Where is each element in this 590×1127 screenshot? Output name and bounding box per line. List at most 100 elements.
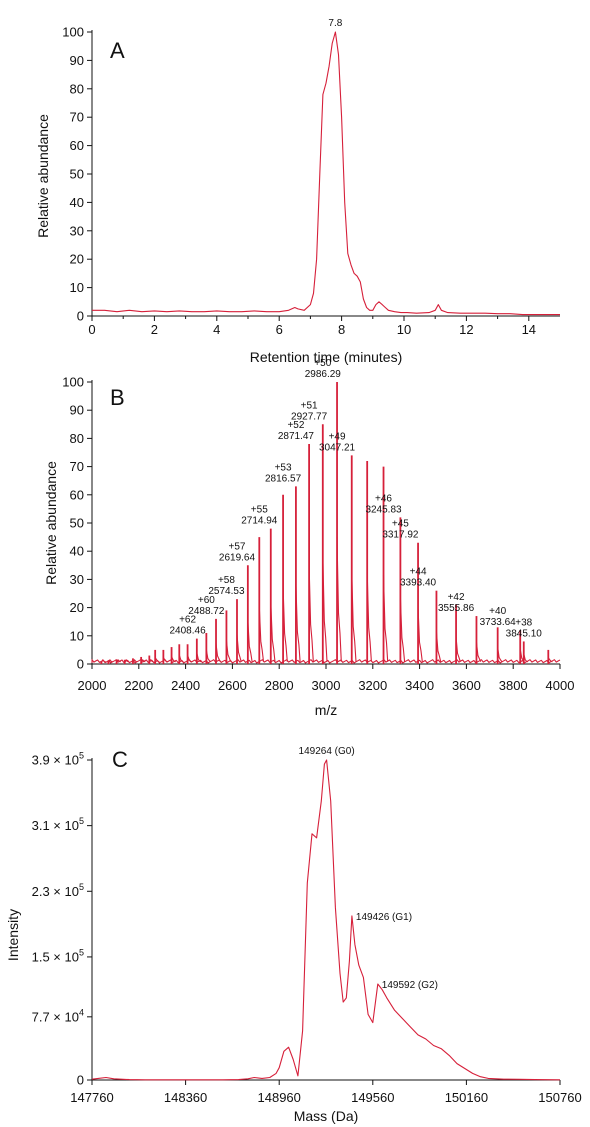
panel-b-peak-envelope	[171, 656, 176, 663]
panel-b-peak-envelope	[205, 649, 211, 663]
panel-b-charge-label: +52	[287, 420, 304, 431]
panel-a-x-tick-label: 4	[213, 322, 220, 337]
panel-b-x-tick-label: 3800	[499, 678, 528, 693]
panel-b-y-tick-label: 100	[62, 375, 84, 390]
panel-c-y-axis-title: Intensity	[5, 909, 21, 961]
panel-b-charge-label: +40	[489, 606, 506, 617]
panel-a-x-axis-title: Retention time (minutes)	[250, 349, 403, 365]
panel-b-peak-envelope	[236, 634, 242, 662]
panel-b-baseline-noise	[91, 659, 561, 664]
panel-b-charge-label: +44	[410, 567, 427, 578]
panel-c-peak-label: 149426 (G1)	[356, 912, 412, 923]
panel-a-y-axis-title: Relative abundance	[35, 114, 51, 238]
panel-b-peak-envelope	[382, 575, 389, 662]
panel-b-x-tick-label: 2600	[218, 678, 247, 693]
panel-a-y-tick-label: 90	[70, 53, 84, 68]
panel-a-x-tick-label: 8	[338, 322, 345, 337]
panel-b-peak-envelope	[225, 639, 232, 662]
panel-b-mz-label: 2871.47	[278, 431, 315, 442]
panel-a-trace-line	[92, 31, 560, 316]
panel-c-deconvoluted-mass: C Intensity Mass (Da) 147760 148360 148960…	[5, 746, 582, 1124]
panel-a-peak-label: 7.8	[328, 18, 342, 29]
panel-b-peak-envelope	[140, 659, 146, 663]
panel-a-y-tick-label: 60	[70, 138, 84, 153]
panel-b-mz-label: 3393.40	[400, 578, 437, 589]
panel-b-y-tick-label: 20	[70, 600, 84, 615]
panel-a-x-tick-label: 14	[522, 322, 536, 337]
panel-b-mz-label: 2714.94	[241, 516, 278, 527]
panel-c-x-tick-label: 150160	[445, 1090, 488, 1105]
panel-b-peak-envelope	[282, 587, 288, 662]
panel-b-peak-envelope	[295, 584, 301, 662]
panel-b-charge-label: +60	[198, 595, 215, 606]
panel-c-x-tick-label: 150760	[538, 1090, 581, 1105]
panel-a-y-tick-label: 80	[70, 81, 84, 96]
panel-b-peak-envelope	[270, 603, 276, 662]
panel-b-x-tick-label: 2800	[265, 678, 294, 693]
panel-b-charge-label: +62	[179, 615, 196, 626]
panel-a-y-tick-label: 50	[70, 167, 84, 182]
panel-b-peak-envelope	[308, 564, 314, 662]
panel-c-y-tick-label: 1.5 × 105	[32, 947, 84, 964]
panel-b-mz-label: 2927.77	[291, 411, 328, 422]
panel-b-y-tick-label: 70	[70, 459, 84, 474]
panel-c-y-tick-label: 7.7 × 104	[32, 1007, 84, 1024]
panel-b-charge-label: +42	[448, 592, 465, 603]
panel-b-x-tick-label: 2200	[124, 678, 153, 693]
panel-b-peak-envelope	[366, 572, 372, 662]
panel-b-y-tick-label: 90	[70, 403, 84, 418]
panel-b-peak-envelope	[196, 652, 202, 663]
panel-c-x-tick-label: 147760	[70, 1090, 113, 1105]
panel-b-x-tick-label: 4000	[546, 678, 575, 693]
panel-b-x-tick-label: 3600	[452, 678, 481, 693]
panel-b-y-tick-label: 30	[70, 572, 84, 587]
panel-b-y-tick-label: 80	[70, 431, 84, 446]
panel-c-x-tick-label: 148960	[258, 1090, 301, 1105]
panel-b-mz-label: 3047.21	[319, 442, 356, 453]
panel-b-y-tick-label: 50	[70, 516, 84, 531]
panel-a-y-tick-label: 20	[70, 252, 84, 267]
panel-b-x-axis-title: m/z	[315, 702, 338, 718]
panel-b-peak-envelope	[247, 619, 253, 662]
panel-c-peak-label: 149592 (G2)	[382, 980, 438, 991]
panel-b-charge-label: +49	[329, 431, 346, 442]
panel-b-mass-spectrum: B Relative abundance m/z 2000 2200 2400 260…	[43, 358, 574, 718]
panel-a-y-tick-label: 30	[70, 223, 84, 238]
panel-c-x-tick-label: 148360	[164, 1090, 207, 1105]
panel-b-x-tick-label: 2000	[78, 678, 107, 693]
panel-b-mz-label: 2488.72	[188, 606, 225, 617]
panel-b-mz-label: 3555.86	[438, 603, 475, 614]
panel-b-charge-label: +57	[229, 541, 246, 552]
panel-c-peak-label: 149264 (G0)	[299, 746, 355, 757]
panel-c-label: C	[112, 747, 128, 772]
panel-a-y-tick-label: 0	[77, 309, 84, 324]
panel-a-x-tick-label: 12	[459, 322, 473, 337]
panel-b-x-tick-label: 3400	[405, 678, 434, 693]
panel-c-trace-line	[91, 759, 561, 1081]
panel-b-mz-label: 2574.53	[208, 586, 245, 597]
panel-b-charge-label: +50	[314, 358, 331, 369]
panel-a-y-tick-label: 70	[70, 110, 84, 125]
panel-a-label: A	[110, 38, 125, 63]
panel-c-y-tick-label: 0	[77, 1073, 84, 1088]
panel-b-mz-label: 2986.29	[305, 369, 342, 380]
panel-b-y-axis-title: Relative abundance	[43, 461, 59, 585]
panel-a-retention-chromatogram: A Relative abundance Retention time (min…	[35, 18, 560, 365]
panel-b-peak-envelope	[417, 609, 423, 662]
panel-b-mz-label: 2619.64	[219, 552, 256, 563]
panel-b-mz-label: 3845.10	[506, 628, 543, 639]
panel-a-x-tick-label: 2	[151, 322, 158, 337]
panel-b-label: B	[110, 385, 125, 410]
panel-a-y-tick-label: 10	[70, 280, 84, 295]
panel-b-y-tick-label: 60	[70, 487, 84, 502]
panel-c-x-tick-label: 149560	[351, 1090, 394, 1105]
panel-b-peak-envelope	[351, 570, 357, 662]
panel-b-peak-envelope	[399, 597, 406, 662]
panel-b-mz-label: 3317.92	[382, 530, 419, 541]
panel-b-peak-envelope	[258, 606, 265, 662]
panel-b-peak-envelope	[497, 647, 503, 663]
panel-b-x-tick-label: 3000	[312, 678, 341, 693]
panel-c-y-tick-label: 3.9 × 105	[32, 751, 84, 768]
panel-b-charge-label: +46	[375, 493, 392, 504]
